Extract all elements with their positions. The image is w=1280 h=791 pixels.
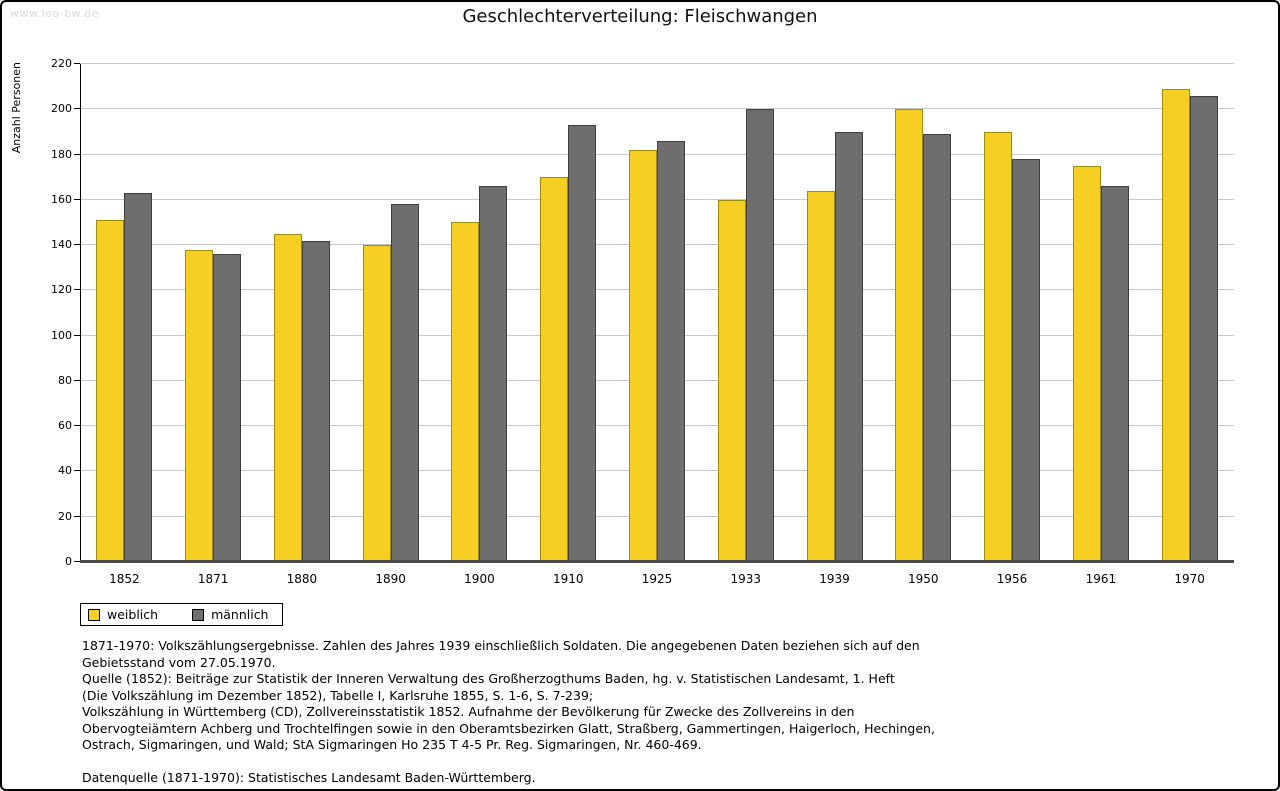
y-tick xyxy=(74,153,80,155)
source-note-line: Volkszählung in Württemberg (CD), Zollve… xyxy=(82,704,855,719)
legend-label: männlich xyxy=(211,607,269,622)
chart-title: Geschlechterverteilung: Fleischwangen xyxy=(462,6,818,27)
y-tick-label: 160 xyxy=(51,192,72,206)
x-tick-label-1961: 1961 xyxy=(1085,572,1117,586)
legend-swatch-männlich xyxy=(192,608,205,621)
x-tick-label-1925: 1925 xyxy=(641,572,673,586)
y-tick xyxy=(74,425,80,427)
y-tick-label: 20 xyxy=(58,509,72,523)
y-tick xyxy=(74,334,80,336)
legend-item-männlich: männlich xyxy=(192,607,268,622)
bar-männlich-1852 xyxy=(124,193,153,562)
bar-männlich-1925 xyxy=(657,141,685,562)
x-tick-label-1880: 1880 xyxy=(286,572,318,586)
y-tick-label: 120 xyxy=(51,283,72,297)
bar-weiblich-1961 xyxy=(1072,166,1101,562)
source-note-line xyxy=(82,754,935,771)
y-tick-label: 200 xyxy=(51,102,72,116)
x-tick-label-1910: 1910 xyxy=(552,572,584,586)
source-notes: 1871-1970: Volkszählungsergebnisse. Zahl… xyxy=(82,638,935,787)
bar-männlich-1933 xyxy=(745,109,774,562)
source-note-line: Gebietsstand vom 27.05.1970. xyxy=(82,654,276,670)
bar-weiblich-1970 xyxy=(1161,89,1190,562)
bar-weiblich-1852 xyxy=(96,220,125,562)
x-axis-line xyxy=(80,560,1234,563)
x-tick-label-1890: 1890 xyxy=(375,572,406,586)
bar-männlich-1961 xyxy=(1100,186,1129,562)
bar-weiblich-1880 xyxy=(273,234,302,562)
gridline-220 xyxy=(80,63,1234,64)
bar-weiblich-1939 xyxy=(806,191,835,562)
y-tick xyxy=(74,379,80,381)
y-tick-label: 40 xyxy=(58,464,72,478)
legend-item-weiblich: weiblich xyxy=(88,607,158,622)
bar-männlich-1880 xyxy=(301,241,330,562)
source-note-line: Ostrach, Sigmaringen, und Wald; StA Sigm… xyxy=(82,737,702,752)
y-tick-label: 60 xyxy=(58,419,72,433)
gridline-200 xyxy=(80,108,1234,110)
plot-area: 0 20 40 60 80 100 120 140 160 180 200 220 1852 1871 18… xyxy=(51,57,1234,586)
source-note-line: (Die Volkszählung im Dezember 1852), Tab… xyxy=(82,687,594,703)
x-tick-label-1933: 1933 xyxy=(730,572,762,586)
bar-weiblich-1910 xyxy=(540,177,569,562)
bar-weiblich-1871 xyxy=(185,250,214,562)
x-tick-label-1956: 1956 xyxy=(996,572,1028,586)
bar-männlich-1871 xyxy=(213,254,242,562)
bar-männlich-1970 xyxy=(1189,96,1218,562)
y-tick xyxy=(74,63,80,64)
source-note-line: Datenquelle (1871-1970): Statistisches L… xyxy=(82,770,536,785)
source-note-line: Quelle (1852): Beiträge zur Statistik de… xyxy=(82,671,895,686)
y-tick-label: 100 xyxy=(51,328,72,342)
bar-weiblich-1925 xyxy=(629,150,657,562)
bar-männlich-1890 xyxy=(390,204,419,562)
y-tick xyxy=(74,289,80,291)
bar-männlich-1939 xyxy=(834,132,863,562)
y-axis-label: Anzahl Personen xyxy=(10,62,23,154)
source-note-line: 1871-1970: Volkszählungsergebnisse. Zahl… xyxy=(82,638,920,653)
y-tick-label: 140 xyxy=(51,238,72,252)
source-note-line: Obervogteiämtern Achberg und Trochtelfin… xyxy=(82,720,935,736)
y-tick-label: 0 xyxy=(65,555,72,568)
y-tick-label: 80 xyxy=(58,373,72,387)
bar-männlich-1956 xyxy=(1012,159,1041,562)
y-tick xyxy=(74,108,80,110)
watermark: www.leo-bw.de xyxy=(10,7,99,20)
x-tick-label-1900: 1900 xyxy=(464,572,495,586)
x-tick-label-1852: 1852 xyxy=(109,572,140,586)
bar-weiblich-1890 xyxy=(362,245,391,562)
y-tick xyxy=(74,515,80,517)
y-tick xyxy=(74,470,80,472)
bar-weiblich-1956 xyxy=(984,132,1013,562)
legend: weiblich männlich xyxy=(80,603,284,626)
bar-weiblich-1900 xyxy=(451,222,480,562)
y-tick xyxy=(74,244,80,246)
bar-männlich-1950 xyxy=(923,134,952,562)
bar-weiblich-1933 xyxy=(717,200,746,562)
x-tick-label-1871: 1871 xyxy=(197,572,229,586)
y-tick xyxy=(74,561,80,562)
legend-swatch-weiblich xyxy=(88,608,100,621)
bar-männlich-1900 xyxy=(479,186,508,562)
y-tick-label: 180 xyxy=(51,147,72,161)
x-tick-label-1970: 1970 xyxy=(1174,572,1205,586)
bar-weiblich-1950 xyxy=(895,109,924,562)
y-tick-label: 220 xyxy=(51,57,72,70)
x-tick-label-1950: 1950 xyxy=(908,572,939,586)
bar-männlich-1910 xyxy=(568,125,597,562)
x-tick-label-1939: 1939 xyxy=(819,572,850,586)
legend-label: weiblich xyxy=(107,607,159,622)
y-axis-line xyxy=(80,64,81,562)
y-tick xyxy=(74,198,80,200)
